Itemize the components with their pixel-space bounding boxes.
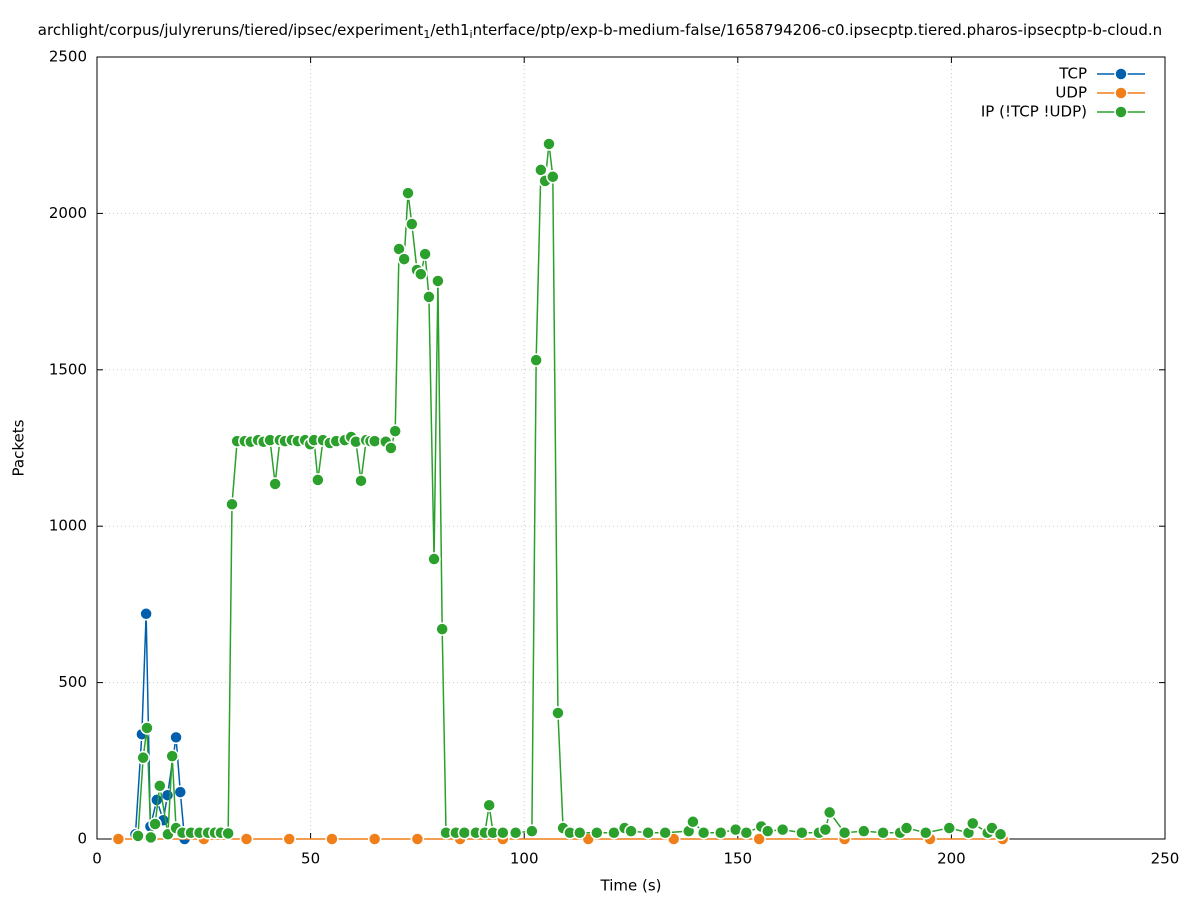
legend-label: UDP [1055,84,1087,102]
series [131,137,1008,845]
data-point [775,822,790,837]
data-point [899,821,914,835]
data-point [572,825,587,840]
data-point [311,473,325,487]
data-point [131,829,145,843]
data-point [384,441,398,455]
y-tick-label: 2500 [49,48,87,66]
data-point [658,825,672,840]
data-point [795,825,809,840]
title-part: /eth1 [430,21,469,39]
data-point [427,552,441,566]
data-point [542,137,556,151]
data-point [136,750,150,765]
data-point [496,825,510,840]
data-point [624,824,638,838]
data-point [966,816,980,831]
plot-frame [96,56,1166,840]
data-point [876,825,890,840]
x-tick-label: 0 [92,850,102,868]
data-point [919,825,933,840]
data-point [508,825,523,840]
data-point [551,706,565,720]
data-point [993,827,1008,842]
data-point [641,825,655,840]
legend-marker [1114,86,1128,100]
series [128,607,192,846]
x-tick-label: 50 [301,850,320,868]
title-part: nterface/ptp/exp-b-medium-false/16587942… [473,21,1163,39]
data-point [942,821,957,835]
data-point [546,170,560,184]
title-part: i [470,28,473,41]
data-point [173,785,188,799]
data-point [418,247,432,261]
series-line [134,613,186,840]
title-part: 1 [423,28,430,41]
data-point [221,826,235,841]
data-point [397,252,411,266]
y-axis-label: Packets [10,419,28,476]
data-point [239,832,254,846]
data-point [148,817,162,831]
data-point [153,779,167,793]
data-point [144,830,158,845]
legend-marker [1114,105,1128,119]
x-tick-label: 200 [937,850,966,868]
data-point [431,274,445,288]
data-point [857,824,871,838]
data-point [388,424,402,438]
data-point [282,832,296,846]
data-point [686,815,700,829]
data-point [111,832,126,846]
data-point [529,353,543,367]
data-point [760,824,775,838]
data-point [140,721,154,735]
x-tick-label: 100 [510,850,539,868]
data-point [325,832,339,846]
data-point [367,434,382,448]
title-part: archlight/corpus/julyreruns/tiered/ipsec… [38,21,424,39]
data-point [422,290,436,304]
data-point [225,497,239,512]
data-point [139,607,153,621]
data-point [414,267,428,281]
data-point [169,730,183,745]
y-tick-label: 1500 [49,360,87,378]
chart-title: archlight/corpus/julyreruns/tiered/ipsec… [38,21,1162,42]
data-point [525,824,539,838]
data-point [405,217,419,231]
data-point [590,825,604,840]
data-point [818,822,833,837]
data-point [696,825,711,840]
data-point [435,622,449,636]
data-point [837,825,852,840]
legend-label: TCP [1058,65,1087,83]
data-point [482,798,496,812]
data-point [367,832,382,846]
x-tick-label: 250 [1151,850,1180,868]
x-axis-label: Time (s) [600,877,662,895]
y-tick-label: 0 [77,830,87,848]
data-point [713,825,728,840]
data-point [739,825,754,840]
legend-marker [1114,67,1128,81]
data-point [354,474,368,488]
data-point [457,825,472,840]
data-point [401,186,415,200]
series-line [137,143,1001,838]
data-point [268,477,282,491]
data-point [410,832,425,846]
legend-label: IP (!TCP !UDP) [981,103,1087,121]
data-point [165,749,179,763]
data-point [752,832,766,846]
data-point [822,805,837,820]
y-tick-label: 500 [58,673,87,691]
y-tick-label: 2000 [49,204,87,222]
x-tick-label: 150 [723,850,752,868]
y-tick-label: 1000 [49,517,87,535]
series [111,832,1010,846]
